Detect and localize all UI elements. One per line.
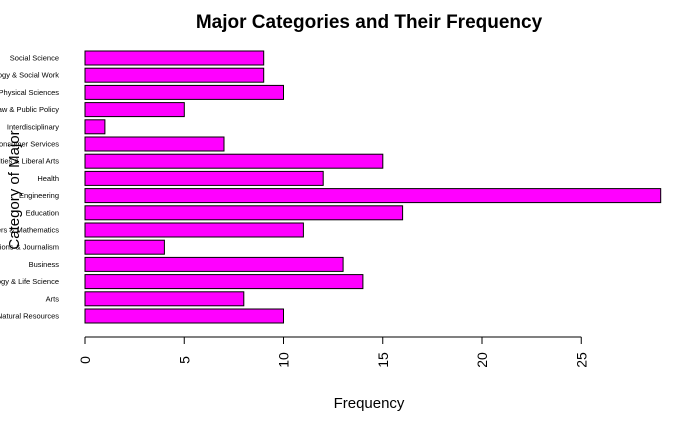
category-label: Arts bbox=[46, 294, 60, 303]
category-label: Interdisciplinary bbox=[7, 122, 59, 131]
bar bbox=[84, 222, 304, 238]
y-axis-title: Category of Major bbox=[6, 130, 23, 249]
x-tick-label: 20 bbox=[474, 352, 490, 368]
category-labels: Agriculture & Natural Resources Arts Biolo… bbox=[0, 54, 59, 321]
bar bbox=[84, 274, 364, 290]
bars-group bbox=[84, 50, 662, 324]
bar bbox=[84, 102, 185, 118]
bar bbox=[84, 136, 225, 152]
bar bbox=[84, 205, 404, 221]
bar bbox=[84, 256, 344, 272]
category-label: Engineering bbox=[19, 191, 59, 200]
bar bbox=[84, 84, 284, 100]
bar bbox=[84, 308, 284, 324]
chart-title: Major Categories and Their Frequency bbox=[196, 12, 543, 33]
category-label: Communications & Journalism bbox=[0, 243, 59, 252]
category-label: Business bbox=[29, 260, 60, 269]
bar bbox=[84, 291, 245, 307]
x-tick-label: 0 bbox=[77, 356, 93, 364]
category-label: Biology & Life Science bbox=[0, 277, 59, 286]
x-axis-title: Frequency bbox=[334, 395, 405, 412]
bar bbox=[84, 188, 662, 204]
x-tick-label: 5 bbox=[176, 356, 192, 364]
category-label: Agriculture & Natural Resources bbox=[0, 312, 59, 321]
bar bbox=[84, 170, 324, 186]
bar bbox=[84, 67, 265, 83]
bar bbox=[84, 50, 265, 66]
bar bbox=[84, 153, 384, 169]
category-label: Computers & Mathematics bbox=[0, 226, 59, 235]
category-label: Education bbox=[26, 208, 59, 217]
x-tick-label: 10 bbox=[276, 352, 292, 368]
category-label: Psychology & Social Work bbox=[0, 71, 59, 80]
x-tick-label: 25 bbox=[573, 352, 589, 368]
bar bbox=[84, 239, 165, 255]
x-axis: 0 5 10 15 20 25 bbox=[77, 336, 589, 368]
bar bbox=[84, 119, 106, 135]
category-label: Industrial Arts & Consumer Services bbox=[0, 140, 59, 149]
category-label: Social Science bbox=[10, 54, 59, 63]
category-label: Health bbox=[37, 174, 59, 183]
category-label: Physical Sciences bbox=[0, 88, 59, 97]
x-tick-label: 15 bbox=[375, 352, 391, 368]
category-label: Law & Public Policy bbox=[0, 105, 59, 114]
category-label: Humanities & Liberal Arts bbox=[0, 157, 59, 166]
